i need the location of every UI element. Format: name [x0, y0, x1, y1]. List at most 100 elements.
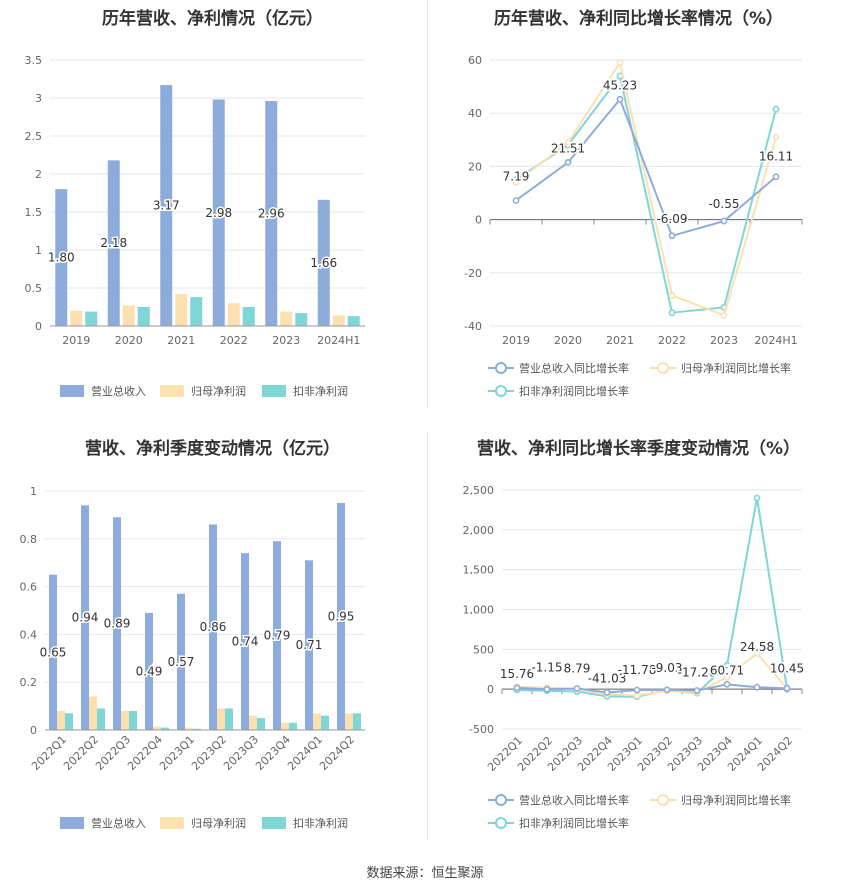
legend-swatch: [60, 817, 84, 829]
panel-divider-top: [427, 0, 428, 408]
legend-label: 归母净利润: [191, 384, 246, 398]
bar: [265, 101, 278, 326]
data-label: 8.79: [564, 661, 591, 675]
bar: [289, 722, 297, 730]
data-label: 0.79: [264, 629, 291, 643]
data-label: 21.51: [551, 141, 585, 155]
legend-label: 营业总收入: [91, 816, 146, 830]
legend-label: 扣非净利润: [293, 816, 348, 830]
data-point: [693, 687, 701, 694]
data-point: [723, 673, 731, 681]
bar: [227, 303, 240, 326]
y-tick-label: 60: [468, 54, 482, 67]
bar: [321, 715, 329, 730]
data-label: 3.17: [153, 199, 180, 213]
data-point: [753, 494, 761, 502]
y-tick-label: -500: [469, 723, 494, 736]
x-tick-label: 2019: [502, 334, 530, 347]
y-tick-label: 3.5: [25, 54, 43, 67]
quarterly-growth-panel: 营收、净利同比增长率季度变动情况（%） -500 0 500 1,000 1,500 2,…: [427, 430, 850, 850]
bar: [193, 728, 201, 730]
series-line: [515, 73, 777, 314]
bar: [185, 727, 193, 730]
y-tick-label: 0.2: [20, 676, 38, 689]
legend-label: 扣非净利润同比增长率: [519, 384, 629, 398]
data-label: 10.45: [770, 661, 804, 675]
data-point: [723, 680, 731, 688]
legend-marker: [495, 362, 507, 374]
x-tick-label: 2024H1: [317, 334, 360, 347]
data-point: [616, 95, 624, 103]
data-point: [513, 684, 521, 692]
data-label: 2.18: [100, 236, 127, 250]
data-label: 16.11: [759, 150, 793, 164]
bar: [281, 722, 289, 730]
data-label: 0.71: [296, 638, 323, 652]
legend-marker: [495, 817, 507, 829]
legend-label: 营业总收入同比增长率: [519, 361, 629, 375]
bar: [305, 560, 313, 730]
y-tick-label: 1.5: [25, 206, 43, 219]
bar: [241, 553, 249, 730]
bar: [242, 307, 255, 326]
bar: [81, 505, 89, 730]
bar: [345, 713, 353, 730]
x-tick-label: 2022: [658, 334, 686, 347]
data-label: -0.55: [708, 197, 739, 211]
chart-title: 营收、净利同比增长率季度变动情况（%）: [476, 439, 801, 459]
bar: [353, 713, 361, 730]
y-tick-label: -20: [464, 267, 482, 280]
y-tick-label: 0: [487, 683, 494, 696]
bar: [332, 315, 345, 326]
data-label: 0.94: [72, 611, 99, 625]
legend-label: 归母净利润同比增长率: [681, 361, 791, 375]
x-tick-label: 2024Q2: [317, 733, 357, 773]
legend-label: 归母净利润同比增长率: [681, 793, 791, 807]
annual-bar-panel: 历年营收、净利情况（亿元） 0 0.5 1 1.5 2 2.5 3 3.5 2019 2020 20…: [0, 0, 425, 420]
quarterly-revenue-profit-bar-chart: 00.20.40.60.812022Q12022Q22022Q32022Q420…: [20, 485, 365, 830]
y-tick-label: 0.6: [20, 581, 38, 594]
quarterly-bar-panel: 营收、净利季度变动情况（亿元） 0 0.2 0.4 0.6 0.8 1 2022Q1 2022…: [0, 430, 425, 850]
panel-divider-bottom: [427, 432, 428, 840]
bar: [177, 593, 185, 730]
legend-marker: [657, 794, 669, 806]
series-line: [515, 97, 777, 238]
data-point: [663, 686, 671, 694]
data-label: 0.89: [104, 617, 131, 631]
bar: [121, 710, 129, 730]
y-tick-label: 2,500: [463, 484, 495, 497]
legend-marker: [657, 362, 669, 374]
data-point: [512, 178, 520, 186]
x-tick-label: 2021: [606, 334, 634, 347]
data-label: 2.96: [258, 207, 285, 221]
quarterly-growth-line-chart: -50005001,0001,5002,0002,5002022Q12022Q2…: [463, 484, 806, 830]
y-tick-label: 20: [468, 160, 482, 173]
chart-title: 历年营收、净利同比增长率情况（%）: [493, 9, 784, 29]
bar: [209, 524, 217, 730]
bar: [257, 718, 265, 730]
data-label: 0.49: [136, 664, 163, 678]
bar: [249, 715, 257, 730]
bar: [49, 574, 57, 730]
bar: [190, 297, 203, 326]
y-tick-label: 1: [30, 485, 37, 498]
data-point: [543, 685, 551, 693]
y-tick-label: 2: [35, 168, 42, 181]
bar: [85, 311, 98, 326]
data-label: 24.58: [740, 640, 774, 654]
bar: [317, 199, 330, 326]
bar: [145, 612, 153, 730]
bar: [225, 708, 233, 730]
data-point: [668, 309, 676, 317]
y-tick-label: 0: [30, 724, 37, 737]
legend-swatch: [60, 385, 84, 397]
y-tick-label: 0: [475, 214, 482, 227]
bar: [113, 517, 121, 730]
data-point: [720, 311, 728, 319]
bar: [295, 313, 308, 326]
annual-revenue-profit-bar-chart: 0 0.5 1 1.5 2 2.5 3 3.5 2019 2020 2021 2022 2023 2024…: [25, 54, 365, 398]
data-label: 7.19: [503, 169, 530, 183]
data-label: -41.03: [588, 671, 627, 685]
chart-title: 历年营收、净利情况（亿元）: [102, 9, 323, 29]
legend-label: 扣非净利润: [293, 384, 348, 398]
